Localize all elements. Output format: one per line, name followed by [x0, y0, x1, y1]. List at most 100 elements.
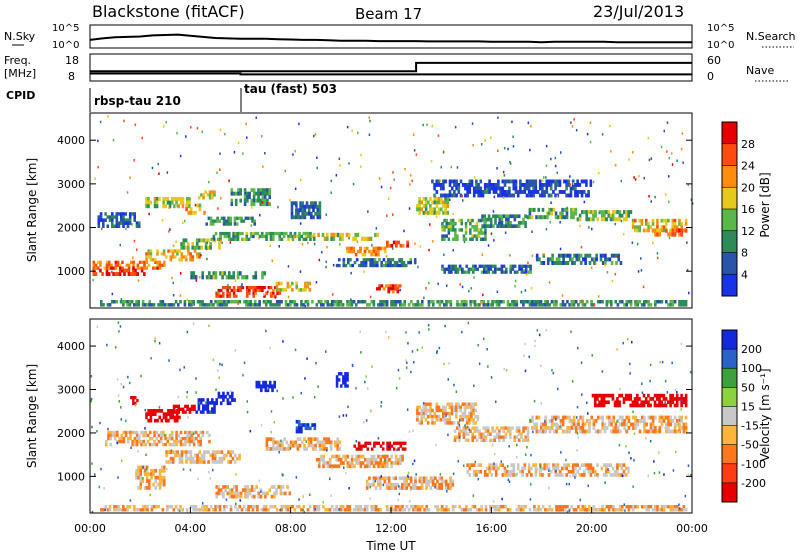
- power-echo-region-31: [431, 179, 593, 198]
- velocity-colorbar-tick-2: 100: [741, 362, 762, 375]
- x-tick-1: 00:00: [74, 522, 106, 535]
- power-echo-region-10: [230, 188, 271, 207]
- velocity-colorbar-swatch-3: [722, 368, 737, 388]
- beam-title: Beam 17: [355, 5, 422, 23]
- power-colorbar-swatch-8: [722, 274, 737, 297]
- velocity-colorbar-tick-3: 50: [741, 381, 755, 394]
- cpid-segment-1: rbsp-tau 210: [94, 94, 181, 108]
- velocity-echo-region-19: [466, 463, 630, 477]
- power-colorbar-tick-6: 24: [741, 160, 755, 173]
- nave-tick-top: 60: [707, 54, 721, 67]
- noise-sky-series: [89, 33, 692, 44]
- power-echo-region-2: [92, 260, 166, 270]
- power-echo-region-16: [345, 246, 387, 257]
- station-title: Blackstone (fitACF): [92, 2, 245, 21]
- freq-label: Freq.: [4, 54, 31, 67]
- cpid-segment-2: tau (fast) 503: [244, 82, 337, 96]
- velocity-colorbar-label: Velocity [m s⁻¹]: [758, 368, 772, 461]
- power-y-label: Slant Range [km]: [25, 158, 39, 262]
- frequency-panel: Freq. [MHz] 18 8 60 0 Nave: [4, 53, 790, 83]
- power-colorbar: 4 8 12 16 20 24 28: [721, 121, 755, 297]
- x-tick-2: 04:00: [174, 522, 206, 535]
- velocity-y-tick-3: 3000: [57, 384, 85, 397]
- power-colorbar-tick-7: 28: [741, 138, 755, 151]
- power-panel: 1000 2000 3000 4000 Slant Range [km] 4 8 12 16…: [25, 112, 772, 309]
- power-colorbar-tick-4: 16: [741, 203, 755, 216]
- velocity-echo-region-6: [195, 398, 216, 414]
- power-echo-region-1: [92, 268, 146, 276]
- velocity-echo-region-10: [130, 396, 139, 406]
- power-echo-region-8: [185, 203, 206, 215]
- power-colorbar-label: Power [dB]: [758, 172, 772, 237]
- velocity-colorbar-swatch-6: [722, 425, 737, 445]
- nave-tick-bottom: 0: [707, 70, 714, 83]
- velocity-y-label: Slant Range [km]: [25, 364, 39, 468]
- velocity-y-tick-4: 4000: [57, 340, 85, 353]
- x-tick-3: 08:00: [275, 522, 307, 535]
- velocity-x-ticks: 00:00 04:00 08:00 12:00 16:00 20:00 00:00: [74, 507, 708, 535]
- power-echo-region-30: [290, 201, 322, 220]
- velocity-echo-region-11: [215, 485, 292, 499]
- noise-right-tick-top: 10^5: [707, 23, 734, 34]
- velocity-echo-region-13: [295, 419, 317, 434]
- velocity-echo-region-2: [165, 450, 241, 464]
- velocity-echo-region-8: [255, 380, 276, 393]
- noise-panel: N.Sky 10^5 10^0 10^5 10^0 N.Search: [4, 23, 796, 51]
- power-echo-region-12: [190, 271, 266, 280]
- power-colorbar-tick-5: 20: [741, 181, 755, 194]
- velocity-colorbar-tick-6: -50: [741, 439, 759, 452]
- power-echo-region-29: [100, 300, 688, 307]
- power-echo-region-9: [197, 190, 216, 200]
- power-y-tick-4: 4000: [57, 134, 85, 147]
- velocity-echo-region-4: [145, 409, 181, 423]
- power-y-ticks: 1000 2000 3000 4000: [57, 134, 692, 278]
- frequency-series: [90, 72, 692, 76]
- noise-right-tick-bottom: 10^0: [707, 40, 734, 51]
- power-colorbar-swatch-7: [722, 252, 737, 275]
- velocity-echo-region-16: [416, 402, 480, 425]
- power-echo-region-14: [275, 281, 312, 292]
- power-echo-region-22: [481, 214, 527, 228]
- velocity-echo-region-21: [100, 505, 688, 512]
- power-echo-region-11: [205, 216, 256, 226]
- velocity-y-ticks: 1000 2000 3000 4000: [57, 340, 692, 483]
- velocity-colorbar-tick-4: 15: [741, 400, 755, 413]
- velocity-colorbar-swatch-7: [722, 444, 737, 465]
- x-tick-7: 00:00: [676, 522, 708, 535]
- freq-unit: [MHz]: [4, 67, 36, 80]
- power-cells: [92, 115, 694, 308]
- power-colorbar-swatch-1: [722, 122, 737, 145]
- power-echo-region-3: [145, 249, 201, 262]
- power-echo-region-17: [386, 240, 409, 248]
- power-colorbar-tick-2: 8: [741, 247, 748, 260]
- velocity-echo-region-7: [215, 391, 236, 406]
- power-colorbar-swatch-5: [722, 209, 737, 232]
- power-echo-region-7: [145, 197, 191, 209]
- freq-tick-top: 18: [65, 54, 79, 67]
- velocity-y-tick-2: 2000: [57, 427, 85, 440]
- freq-tick-bottom: 8: [68, 70, 75, 83]
- power-colorbar-swatch-2: [722, 143, 737, 166]
- velocity-echo-region-3: [105, 430, 211, 447]
- power-echo-region-21: [441, 218, 487, 241]
- velocity-echo-region-5: [172, 404, 196, 414]
- power-echo-region-15: [312, 232, 379, 241]
- power-colorbar-tick-1: 4: [741, 268, 748, 281]
- velocity-echo-region-14: [315, 454, 404, 469]
- velocity-echo-region-22: [591, 393, 688, 408]
- power-panel-frame: [89, 112, 693, 309]
- velocity-colorbar-tick-5: -15: [741, 420, 759, 433]
- velocity-cells: [90, 321, 692, 514]
- velocity-colorbar-tick-8: -200: [741, 477, 766, 490]
- velocity-colorbar-swatch-9: [722, 482, 737, 503]
- velocity-echo-region-1: [135, 465, 166, 490]
- power-echo-region-5: [210, 231, 314, 241]
- power-colorbar-swatch-3: [722, 165, 737, 188]
- x-tick-6: 20:00: [576, 522, 608, 535]
- power-y-tick-1: 1000: [57, 265, 85, 278]
- power-echo-region-28: [535, 253, 623, 265]
- frequency-panel-frame: [89, 53, 693, 82]
- noise-left-tick-top: 10^5: [52, 23, 79, 34]
- power-colorbar-tick-3: 12: [741, 225, 755, 238]
